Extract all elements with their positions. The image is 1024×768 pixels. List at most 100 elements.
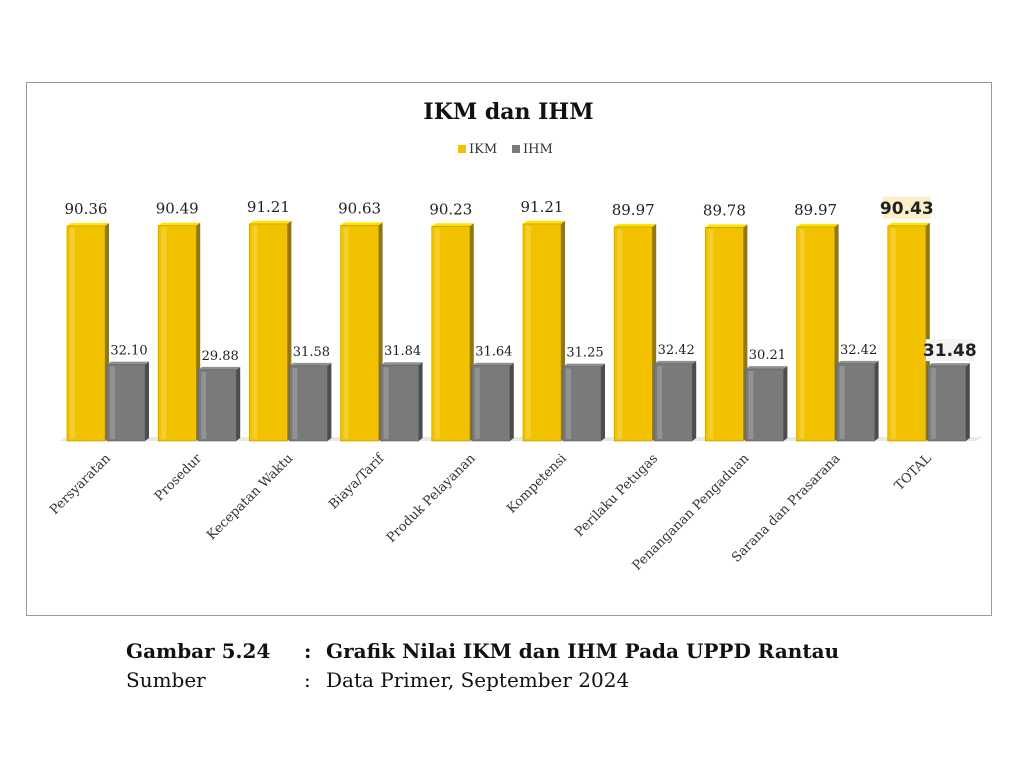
category-label: Kecepatan Waktu [204, 451, 296, 543]
category-label: Produk Pelayanan [384, 451, 479, 546]
bar-shine-ikm [617, 228, 623, 439]
bar-top-ikm [340, 222, 383, 226]
caption-source-text: Data Primer, September 2024 [326, 667, 630, 692]
bar-ihm [562, 366, 602, 442]
caption-figure-text: Grafik Nilai IKM dan IHM Pada UPPD Ranta… [326, 638, 840, 663]
category-label: Biaya/Tarif [326, 450, 388, 512]
caption-source-key: Sumber [126, 667, 206, 692]
bar-shine-ikm [434, 228, 440, 439]
data-label-ihm: 31.58 [293, 345, 330, 360]
bar-shine-ihm [748, 371, 754, 439]
bar-shine-ihm [201, 371, 207, 439]
bar-top-ikm [67, 222, 109, 226]
bar-ikm [157, 225, 197, 442]
bar-top-ikm [887, 222, 930, 226]
bar-side-ihm [783, 366, 788, 441]
bar-top-ikm [523, 220, 565, 224]
data-label-ikm: 91.21 [521, 198, 564, 216]
bar-ihm [380, 364, 419, 442]
data-label-ihm: 31.64 [475, 345, 512, 360]
bar-ihm [197, 369, 237, 442]
category-label: TOTAL [892, 451, 935, 494]
legend-label-ikm: IKM [469, 142, 497, 157]
data-label-ikm: 90.36 [65, 200, 108, 218]
bar-shine-ihm [474, 367, 480, 439]
bar-top-ihm [107, 361, 149, 365]
bar-ikm [887, 225, 927, 442]
bar-ikm [796, 226, 835, 442]
bar-top-ihm [198, 366, 241, 370]
category-label: Kompetensi [504, 451, 570, 517]
data-label-ihm: 29.88 [202, 349, 239, 364]
bar-side-ihm [965, 363, 970, 441]
bar-side-ihm [692, 360, 697, 441]
bar-ikm [249, 223, 288, 442]
bar-ikm [613, 226, 653, 442]
bar-shine-ihm [383, 367, 389, 439]
bar-top-ihm [836, 360, 879, 364]
bar-side-ihm [236, 366, 241, 441]
bar-ihm [927, 365, 967, 442]
bar-ihm [471, 365, 511, 442]
category-label: Prosedur [152, 451, 206, 505]
bar-ikm [705, 227, 744, 442]
bar-shine-ikm [161, 227, 167, 439]
bar-ikm [431, 225, 471, 442]
bar-ihm [836, 363, 875, 442]
caption-figure-row: Gambar 5.24 : Grafik Nilai IKM dan IHM P… [126, 636, 839, 665]
bar-ihm [106, 364, 146, 442]
bar-ihm [745, 368, 784, 442]
bar-shine-ikm [252, 225, 258, 439]
bar-top-ihm [471, 362, 514, 366]
bar-ikm [66, 225, 106, 442]
bar-side-ihm [601, 363, 605, 441]
bar-shine-ikm [343, 227, 349, 439]
bar-top-ihm [289, 362, 332, 366]
bar-shine-ikm [890, 227, 896, 439]
data-label-ihm: 32.42 [840, 343, 877, 358]
figure-caption: Gambar 5.24 : Grafik Nilai IKM dan IHM P… [126, 636, 839, 694]
bar-top-ihm [927, 363, 970, 367]
bar-shine-ihm [566, 368, 571, 439]
bar-shine-ikm [799, 228, 805, 439]
data-label-ikm: 90.63 [338, 199, 381, 217]
bar-shine-ihm [930, 368, 936, 439]
data-label-ikm: 90.23 [429, 200, 472, 218]
bar-ihm [653, 363, 693, 442]
bar-shine-ihm [839, 365, 845, 439]
bar-top-ikm [614, 223, 657, 227]
bar-shine-ihm [110, 366, 115, 439]
caption-source-row: Sumber : Data Primer, September 2024 [126, 665, 839, 694]
bar-side-ihm [145, 361, 149, 441]
bar-top-ikm [796, 223, 839, 227]
data-label-ikm: 89.97 [612, 201, 655, 219]
bar-top-ihm [745, 366, 788, 370]
data-label-ihm: 30.21 [749, 348, 786, 363]
category-label: Sarana dan Prasarana [729, 451, 843, 565]
data-label-ihm: 32.10 [110, 344, 147, 359]
bar-ikm [340, 225, 379, 442]
data-label-ihm: 31.25 [566, 346, 603, 361]
bar-side-ihm [418, 362, 423, 441]
bar-top-ikm [249, 220, 292, 224]
bar-top-ihm [380, 362, 423, 366]
bar-ikm [522, 223, 562, 442]
category-label: Persyaratan [47, 451, 114, 518]
data-label-ihm: 31.84 [384, 344, 421, 359]
data-label-ikm: 89.97 [794, 201, 837, 219]
data-label-ikm: 89.78 [703, 201, 746, 219]
bar-shine-ikm [708, 229, 714, 439]
bar-top-ikm [158, 222, 201, 226]
bar-shine-ikm [70, 227, 75, 439]
caption-figure-key: Gambar 5.24 [126, 638, 271, 663]
category-label: Perilaku Petugas [572, 451, 661, 540]
bar-top-ihm [654, 360, 697, 364]
data-label-bg-ihm [925, 339, 974, 362]
data-label-ikm: 90.43 [880, 199, 934, 219]
chart-title: IKM dan IHM [423, 99, 593, 125]
legend-label-ihm: IHM [523, 142, 553, 157]
bar-ihm [289, 365, 328, 442]
data-label-bg-ikm [882, 196, 931, 219]
bar-top-ihm [563, 363, 605, 367]
bar-shine-ihm [292, 367, 298, 439]
